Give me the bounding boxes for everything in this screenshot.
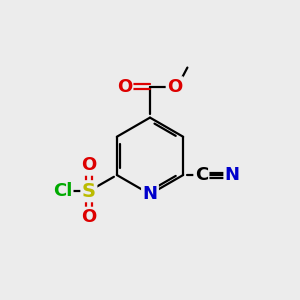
Text: N: N <box>225 166 240 184</box>
Text: O: O <box>81 208 97 226</box>
Text: O: O <box>81 156 97 174</box>
Text: N: N <box>142 185 158 203</box>
Text: O: O <box>117 78 132 96</box>
Text: Cl: Cl <box>53 182 72 200</box>
Text: S: S <box>82 182 96 201</box>
Text: C: C <box>195 166 208 184</box>
Text: O: O <box>167 78 182 96</box>
